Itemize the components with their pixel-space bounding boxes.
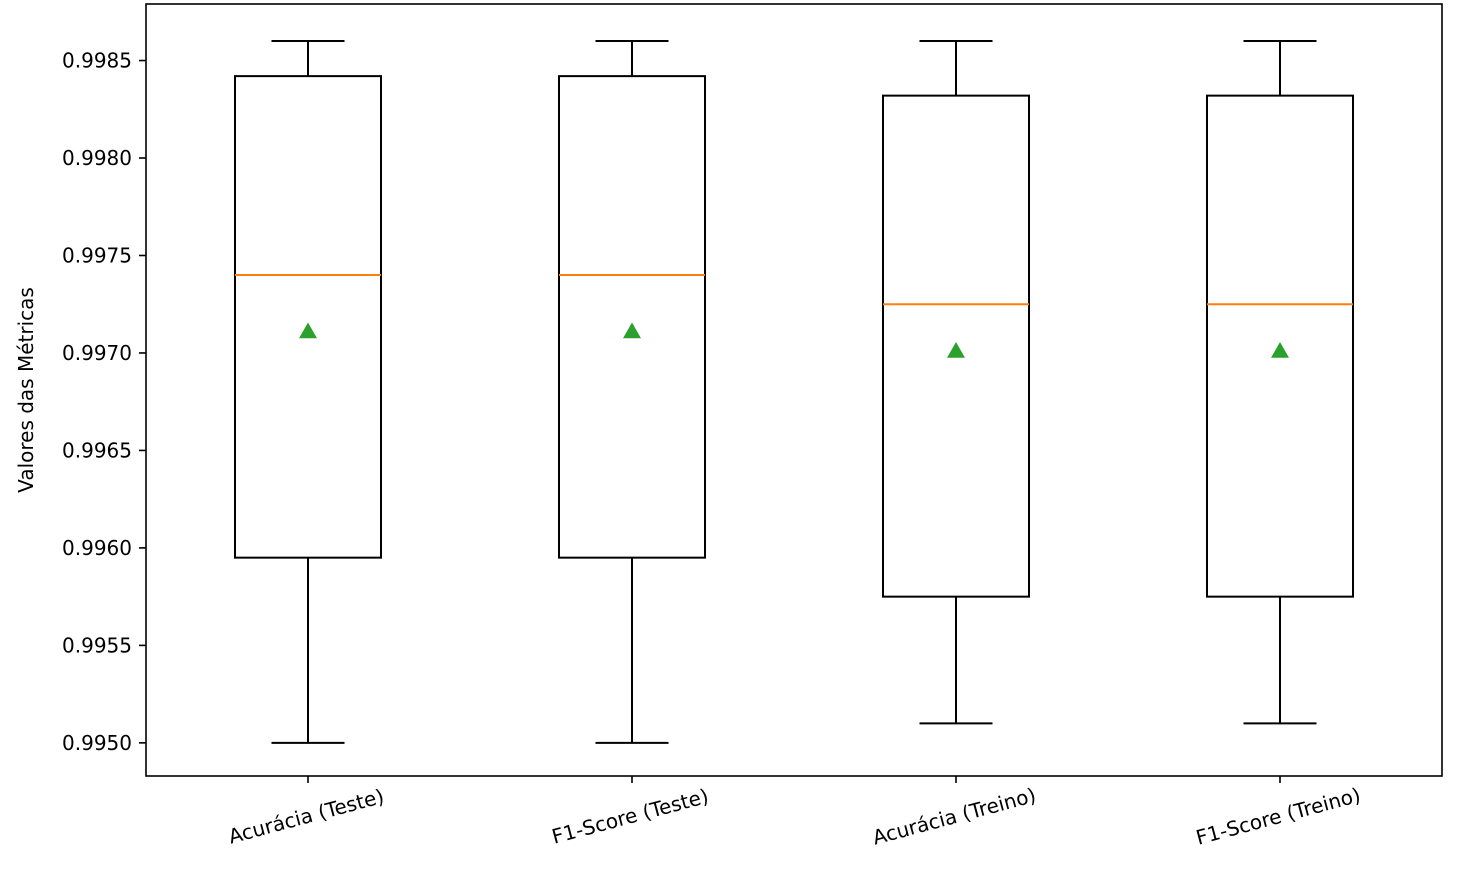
mean-marker [947,342,965,358]
x-axis: Acurácia (Teste) F1-Score (Teste) Acurácia… [226,776,1363,850]
iqr-box [558,75,706,559]
mean-marker [299,322,317,339]
y-tick-label: 0.9970 [62,341,132,365]
box-group [558,40,706,744]
y-tick-label: 0.9975 [62,243,132,267]
y-tick-label: 0.9985 [62,49,132,73]
y-tick-label: 0.9980 [62,146,132,170]
x-tick-label: Acurácia (Teste) [226,784,387,849]
box-group [234,40,382,744]
mean-marker [1271,342,1289,358]
iqr-box [234,75,382,559]
y-tick-label: 0.9955 [62,633,132,657]
boxes-layer [234,40,1354,744]
x-tick-label: F1-Score (Treino) [1193,783,1363,850]
y-tick-label: 0.9950 [62,731,132,755]
y-tick-label: 0.9960 [62,536,132,560]
y-axis: 0.9950 0.9955 0.9960 0.9965 0.9970 0.9975 0.99… [62,49,146,755]
plot-frame [145,3,1443,777]
iqr-box [1206,94,1354,598]
mean-marker [623,322,641,339]
box-group [1206,40,1354,725]
y-tick-label: 0.9965 [62,438,132,462]
y-axis-label: Valores das Métricas [14,287,38,493]
x-tick-label: Acurácia (Treino) [870,783,1039,850]
iqr-box [882,94,1030,598]
box-group [882,40,1030,725]
x-tick-label: F1-Score (Teste) [549,784,711,849]
